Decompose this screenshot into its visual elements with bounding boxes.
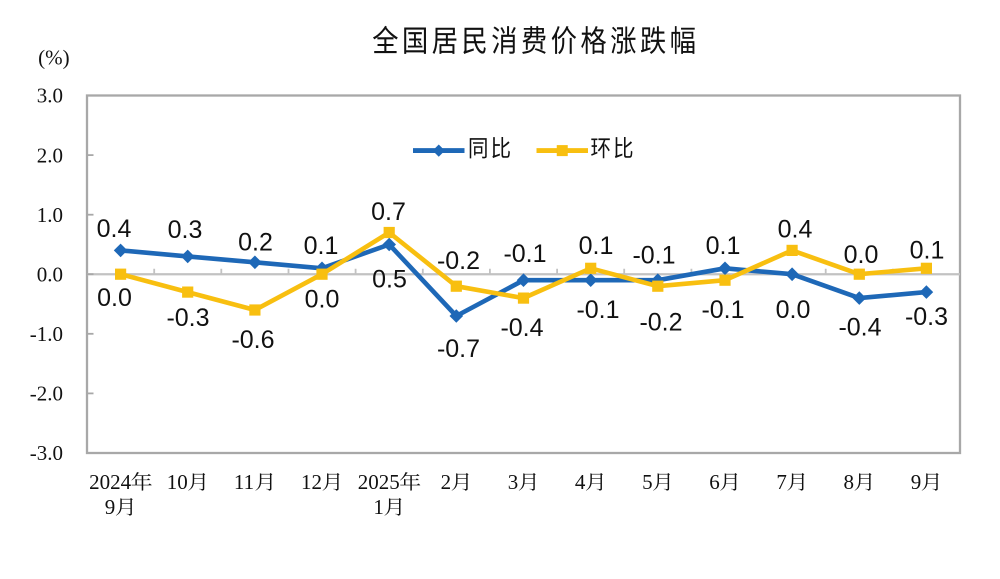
- svg-text:12: 12: [301, 470, 322, 494]
- svg-text:1.0: 1.0: [37, 203, 63, 227]
- svg-text:9: 9: [911, 470, 922, 494]
- svg-text:-0.2: -0.2: [437, 247, 480, 275]
- svg-text:-0.1: -0.1: [632, 241, 675, 269]
- svg-text:0.4: 0.4: [97, 215, 132, 243]
- svg-text:2024: 2024: [89, 470, 132, 494]
- svg-text:0.1: 0.1: [304, 232, 339, 260]
- svg-text:2.0: 2.0: [37, 143, 63, 167]
- svg-text:1: 1: [373, 495, 384, 519]
- svg-text:0.4: 0.4: [778, 215, 813, 243]
- svg-text:0.0: 0.0: [97, 284, 132, 312]
- svg-text:10: 10: [167, 470, 188, 494]
- svg-text:11: 11: [234, 470, 254, 494]
- svg-text:0.0: 0.0: [844, 241, 879, 269]
- svg-text:-0.1: -0.1: [503, 240, 546, 268]
- svg-text:-0.7: -0.7: [437, 335, 480, 363]
- svg-text:3: 3: [508, 470, 519, 494]
- svg-text:0.0: 0.0: [305, 285, 340, 313]
- svg-text:0.1: 0.1: [910, 236, 945, 264]
- svg-text:-0.2: -0.2: [639, 308, 682, 336]
- svg-text:2025: 2025: [358, 470, 400, 494]
- svg-text:-0.3: -0.3: [166, 304, 209, 332]
- svg-text:-3.0: -3.0: [30, 441, 63, 465]
- svg-text:0.0: 0.0: [776, 296, 811, 324]
- svg-text:6: 6: [709, 470, 720, 494]
- svg-text:7: 7: [776, 470, 787, 494]
- svg-text:0.5: 0.5: [372, 265, 407, 293]
- svg-text:(%): (%): [38, 45, 69, 69]
- svg-text:-2.0: -2.0: [30, 382, 63, 406]
- svg-text:-0.6: -0.6: [231, 326, 274, 354]
- svg-text:9: 9: [105, 495, 116, 519]
- svg-text:-0.1: -0.1: [701, 296, 744, 324]
- svg-text:8: 8: [844, 470, 855, 494]
- svg-text:4: 4: [575, 470, 586, 494]
- svg-text:-0.1: -0.1: [576, 296, 619, 324]
- svg-text:-0.4: -0.4: [500, 314, 543, 342]
- svg-text:0.2: 0.2: [238, 228, 273, 256]
- svg-text:0.1: 0.1: [579, 232, 614, 260]
- svg-text:0.3: 0.3: [168, 216, 203, 244]
- svg-text:5: 5: [642, 470, 653, 494]
- svg-text:3.0: 3.0: [37, 84, 63, 108]
- svg-text:0.7: 0.7: [371, 198, 406, 226]
- svg-text:2: 2: [441, 470, 452, 494]
- svg-text:-0.3: -0.3: [905, 303, 948, 331]
- svg-text:-1.0: -1.0: [30, 322, 63, 346]
- svg-text:0.0: 0.0: [37, 262, 63, 286]
- svg-text:-0.4: -0.4: [838, 313, 881, 341]
- svg-text:0.1: 0.1: [706, 232, 741, 260]
